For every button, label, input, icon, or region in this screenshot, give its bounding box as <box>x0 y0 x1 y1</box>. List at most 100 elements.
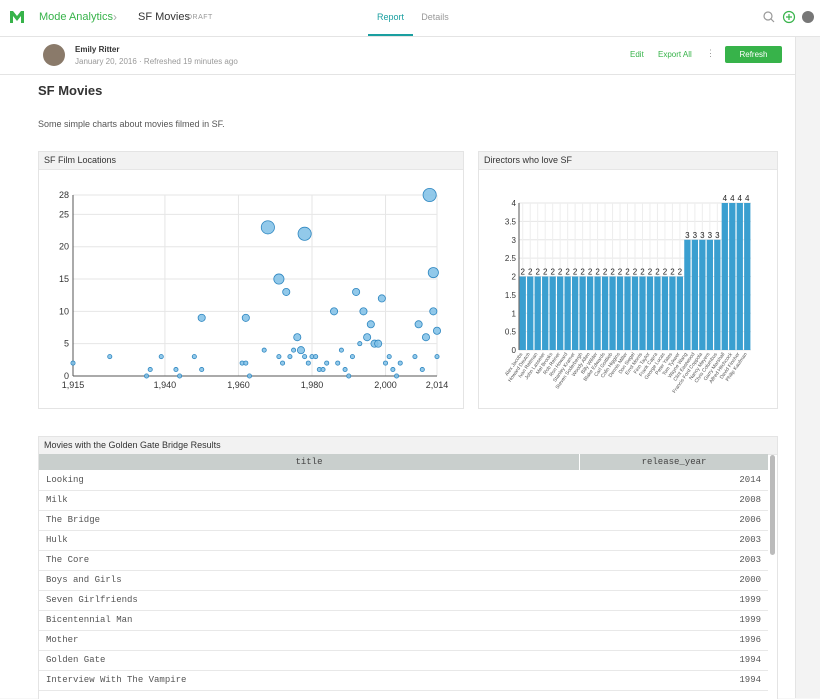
point <box>191 354 197 360</box>
bar <box>586 276 594 350</box>
bar <box>721 203 728 350</box>
y-tick-label: 0 <box>64 371 69 381</box>
cell: Hulk <box>46 535 68 545</box>
bar <box>744 203 751 350</box>
data-label: 2 <box>640 268 645 277</box>
bar <box>631 276 639 350</box>
table-row: Mother 1996 <box>39 630 768 651</box>
scroll-area <box>795 37 820 698</box>
y-tick-label: 25 <box>59 209 69 219</box>
edit[interactable]: Edit <box>630 50 644 59</box>
cell: 2008 <box>739 495 761 505</box>
top-icons[interactable] <box>762 10 814 26</box>
y-tick-label: 5 <box>64 339 69 349</box>
point <box>199 367 205 373</box>
point <box>243 360 249 366</box>
table-row: Boys and Girls 2000 <box>39 570 768 591</box>
data-label: 2 <box>588 268 593 277</box>
point <box>363 333 372 342</box>
bar <box>571 276 579 350</box>
data-label: 2 <box>550 268 555 277</box>
bar <box>579 276 586 350</box>
point <box>383 360 389 366</box>
x-tick-label: 2,014 <box>426 380 449 390</box>
point <box>414 320 423 329</box>
data-label: 2 <box>610 268 615 277</box>
bar <box>691 239 699 350</box>
point <box>427 267 439 279</box>
cell: 2003 <box>739 535 761 545</box>
bar <box>729 203 736 350</box>
status: DRAFT <box>187 14 213 21</box>
data-label: 2 <box>670 268 675 277</box>
author-name: Emily Ritter <box>75 45 120 54</box>
point <box>352 287 361 296</box>
bar <box>534 276 541 350</box>
y-tick-label: 20 <box>59 242 69 252</box>
point <box>282 287 291 296</box>
more[interactable]: ⋮ <box>706 48 715 58</box>
point <box>177 373 183 379</box>
point <box>434 354 440 360</box>
brand[interactable]: Mode Analytics <box>39 11 113 23</box>
tab-details[interactable]: Details <box>421 12 449 22</box>
bar <box>616 276 624 350</box>
y-tick-label: 28 <box>59 190 69 200</box>
x-tick-label: 1,960 <box>227 380 250 390</box>
tab-report[interactable]: Report <box>368 0 413 36</box>
logo[interactable] <box>10 11 24 23</box>
cell: 2014 <box>739 475 761 485</box>
point <box>276 354 282 360</box>
bar <box>527 276 534 350</box>
point <box>394 373 400 379</box>
point <box>324 360 330 366</box>
cell: Looking <box>46 475 84 485</box>
avatar <box>43 44 65 66</box>
bar-panel: Directors who love SF 0 0.5 1 1.5 2 2.5 3 3.5 4 2… <box>478 151 778 409</box>
y-tick-label: 0.5 <box>505 328 517 337</box>
export[interactable]: Export All <box>658 50 692 59</box>
data-label: 2 <box>580 268 585 277</box>
point <box>241 313 250 322</box>
refresh-button[interactable]: Refresh <box>725 46 782 63</box>
cell: 1999 <box>739 595 761 605</box>
x-tick-label: 1,980 <box>301 380 324 390</box>
table-row: Looking 2014 <box>39 470 768 491</box>
y-tick-label: 1 <box>512 309 517 318</box>
bar <box>639 276 646 350</box>
x-tick-label: 2,000 <box>374 380 397 390</box>
cell: Boys and Girls <box>46 575 122 585</box>
point <box>70 360 76 366</box>
data-label: 3 <box>715 231 720 240</box>
point <box>422 188 437 203</box>
table-row: Bicentennial Man 1999 <box>39 610 768 631</box>
cell: The Core <box>46 555 90 565</box>
data-label: 2 <box>678 268 683 277</box>
data-label: 2 <box>663 268 668 277</box>
point <box>273 273 285 285</box>
bar <box>601 276 609 350</box>
bar <box>676 276 684 350</box>
y-tick-label: 3.5 <box>505 217 517 226</box>
table-row: The Bridge 2006 <box>39 510 768 531</box>
cell: Bicentennial Man <box>46 615 133 625</box>
point <box>419 367 425 373</box>
point <box>366 320 375 329</box>
x-tick-label: 1,940 <box>154 380 177 390</box>
cell: 1994 <box>739 675 761 685</box>
point <box>246 373 252 379</box>
data-label: 2 <box>648 268 653 277</box>
data-label: 2 <box>535 268 540 277</box>
data-label: 3 <box>693 231 698 240</box>
point <box>374 339 383 348</box>
bar <box>519 276 526 350</box>
point <box>359 307 368 316</box>
point <box>338 347 344 353</box>
cell: Seven Girlfriends <box>46 595 138 605</box>
bar <box>557 276 564 350</box>
table-scrollbar[interactable] <box>770 455 775 555</box>
table-row: Hulk 2003 <box>39 530 768 551</box>
point <box>346 373 352 379</box>
